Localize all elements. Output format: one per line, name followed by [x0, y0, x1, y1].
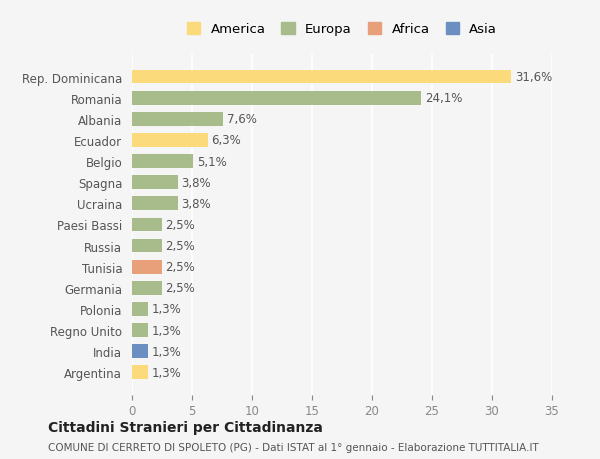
Bar [132, 176, 178, 190]
Text: 31,6%: 31,6% [515, 71, 552, 84]
Text: 1,3%: 1,3% [151, 324, 181, 337]
Bar [132, 281, 162, 295]
Bar [132, 260, 162, 274]
Text: 2,5%: 2,5% [166, 218, 196, 231]
Bar [132, 92, 421, 105]
Text: 3,8%: 3,8% [181, 197, 211, 210]
Bar [132, 366, 148, 379]
Bar [132, 302, 148, 316]
Bar [132, 155, 193, 168]
Text: 24,1%: 24,1% [425, 92, 462, 105]
Text: 2,5%: 2,5% [166, 282, 196, 295]
Text: 1,3%: 1,3% [151, 303, 181, 316]
Bar [132, 134, 208, 147]
Bar [132, 324, 148, 337]
Text: 2,5%: 2,5% [166, 240, 196, 252]
Bar [132, 239, 162, 253]
Text: 1,3%: 1,3% [151, 366, 181, 379]
Text: 6,3%: 6,3% [211, 134, 241, 147]
Bar [132, 71, 511, 84]
Text: 1,3%: 1,3% [151, 345, 181, 358]
Legend: America, Europa, Africa, Asia: America, Europa, Africa, Asia [182, 17, 502, 41]
Text: 3,8%: 3,8% [181, 176, 211, 189]
Bar [132, 112, 223, 126]
Text: 7,6%: 7,6% [227, 113, 257, 126]
Text: COMUNE DI CERRETO DI SPOLETO (PG) - Dati ISTAT al 1° gennaio - Elaborazione TUTT: COMUNE DI CERRETO DI SPOLETO (PG) - Dati… [48, 442, 539, 452]
Bar [132, 197, 178, 211]
Text: 5,1%: 5,1% [197, 155, 227, 168]
Bar [132, 218, 162, 232]
Bar [132, 345, 148, 358]
Text: Cittadini Stranieri per Cittadinanza: Cittadini Stranieri per Cittadinanza [48, 420, 323, 435]
Text: 2,5%: 2,5% [166, 261, 196, 274]
